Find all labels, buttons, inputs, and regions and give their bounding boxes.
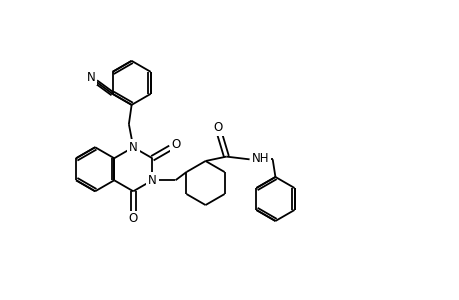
Text: O: O [213, 122, 222, 134]
Text: N: N [87, 71, 96, 84]
Text: O: O [129, 212, 138, 225]
Text: NH: NH [251, 152, 269, 165]
Text: N: N [129, 141, 137, 154]
Text: O: O [171, 138, 180, 151]
Text: N: N [148, 174, 157, 187]
